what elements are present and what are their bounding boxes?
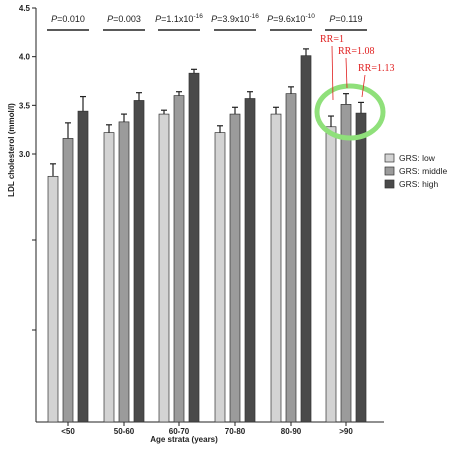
p-value-label: P=3.9x10-16	[211, 13, 259, 24]
p-value-label: P=0.010	[51, 14, 85, 24]
legend: GRS: low GRS: middle GRS: high	[384, 153, 447, 189]
x-tick-label: 80-90	[281, 427, 302, 436]
x-tick-label: >90	[339, 427, 353, 436]
legend-label: GRS: middle	[399, 166, 447, 176]
legend-label: GRS: high	[399, 179, 438, 189]
bar	[325, 126, 337, 423]
highlight-ring	[314, 83, 386, 141]
x-axis-title: Age strata (years)	[150, 435, 218, 444]
y-tick-label: 4.0	[19, 53, 31, 62]
y-tick-label: 4.5	[19, 4, 31, 13]
bar	[158, 113, 170, 423]
bar	[285, 93, 297, 423]
rr-leader	[345, 57, 348, 89]
bar	[62, 138, 74, 423]
x-tick-label: 50-60	[114, 427, 135, 436]
bar	[118, 121, 130, 423]
rr-annotation: RR=1.13	[358, 63, 394, 74]
legend-swatch	[384, 153, 395, 163]
rr-leader	[331, 45, 334, 101]
bar	[188, 72, 200, 423]
bar	[103, 132, 115, 423]
rr-leader	[361, 74, 366, 98]
legend-swatch	[384, 166, 395, 176]
rr-annotation: RR=1.08	[338, 46, 374, 57]
legend-label: GRS: low	[399, 153, 436, 163]
bar	[270, 113, 282, 423]
x-tick-label: <50	[61, 427, 75, 436]
bar	[300, 55, 312, 423]
bar	[173, 95, 185, 423]
bar	[229, 113, 241, 423]
bar	[340, 104, 352, 423]
p-value-labels: P=0.010 P=0.003 P=1.1x10-16 P=3.9x10-16 P=9.…	[47, 13, 367, 31]
bar	[355, 112, 367, 423]
rr-annotation: RR=1	[320, 34, 344, 45]
bars: <50 50-60 60-70 70-80 80-90 >90	[47, 48, 367, 436]
y-axis-title: LDL cholesterol (mmol/l)	[7, 103, 16, 197]
bar	[77, 110, 89, 423]
p-value-label: P=0.003	[107, 14, 141, 24]
rr-annotations: RR=1RR=1.08 RR=1.13	[314, 34, 394, 141]
y-tick-label: 3.0	[19, 150, 31, 159]
x-tick-label: 70-80	[225, 427, 246, 436]
bar	[244, 98, 256, 423]
bar	[214, 132, 226, 423]
x-tick-label: 60-70	[169, 427, 190, 436]
bar	[47, 175, 59, 423]
p-value-label: P=1.1x10-16	[155, 13, 203, 24]
legend-swatch	[384, 179, 395, 189]
y-tick-label: 3.5	[19, 101, 31, 110]
p-value-label: P=9.6x10-10	[267, 13, 315, 24]
bar	[133, 100, 145, 423]
p-value-label: P=0.119	[329, 14, 362, 24]
